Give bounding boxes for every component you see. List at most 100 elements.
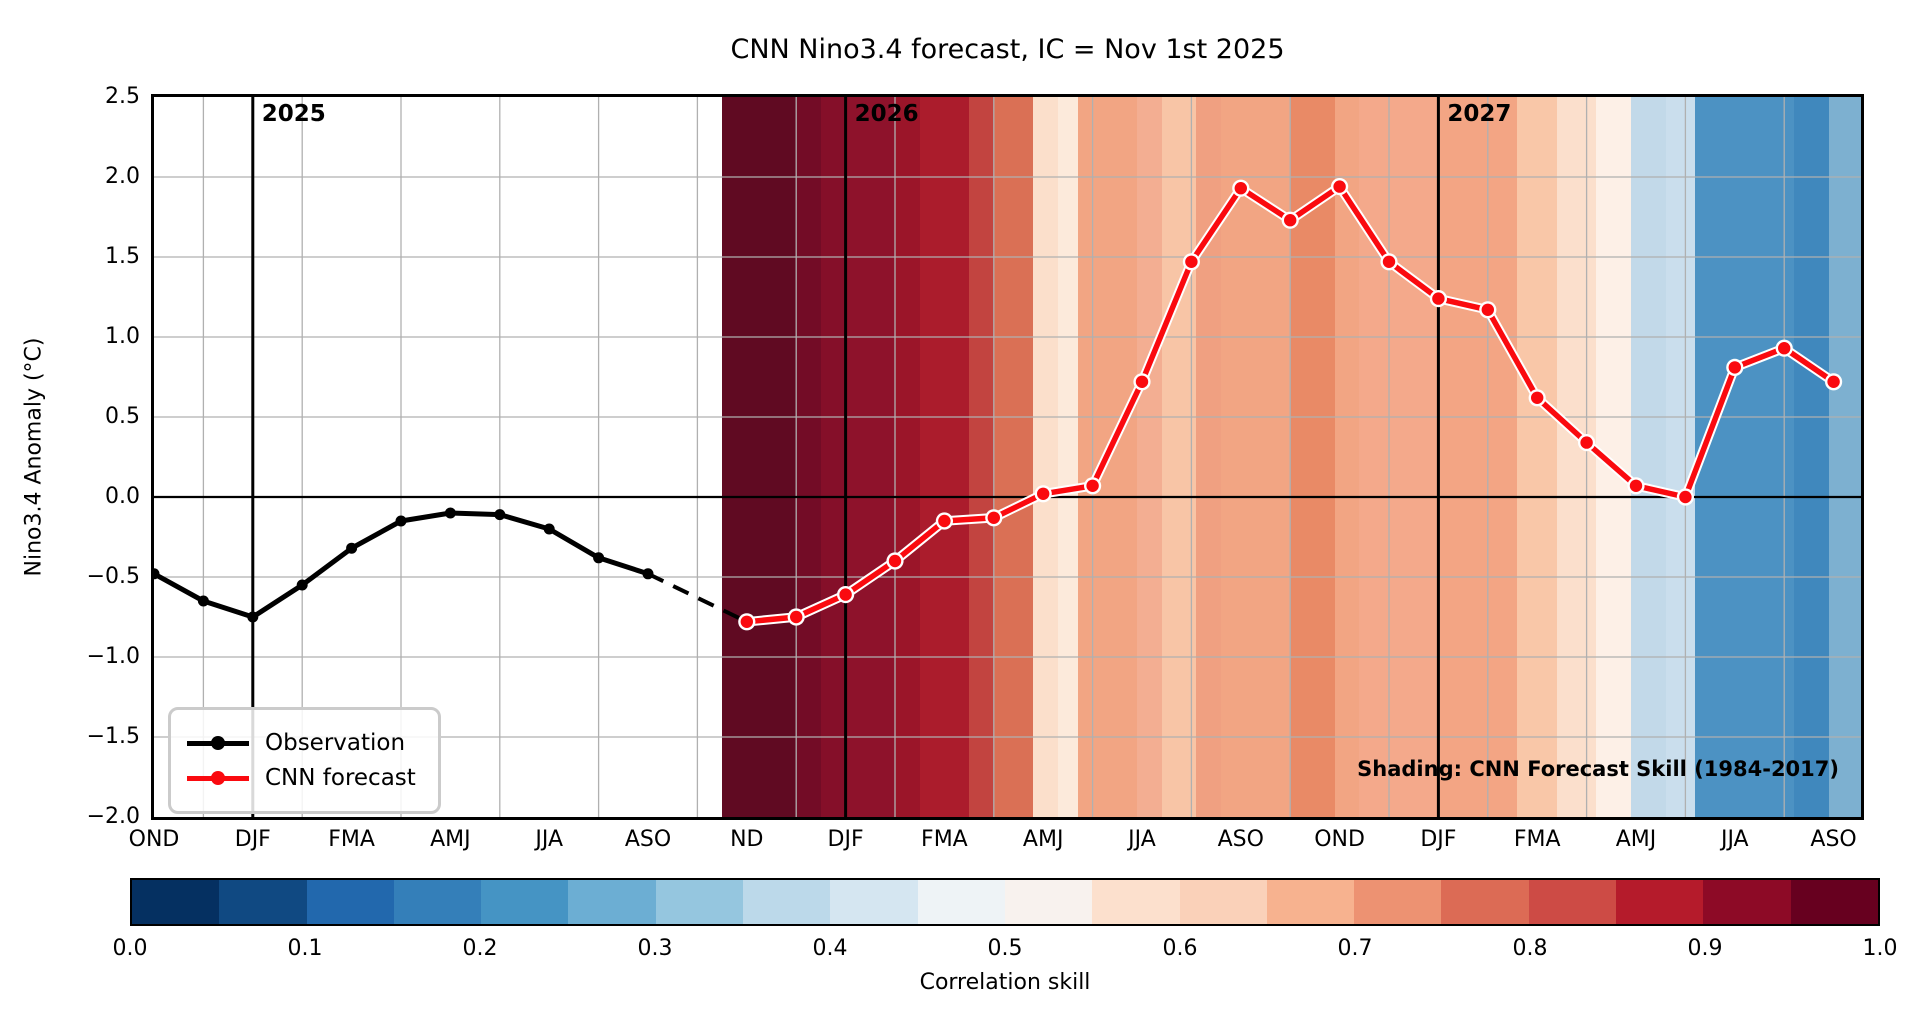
cnn-forecast-point xyxy=(987,511,1000,524)
cnn-forecast-point xyxy=(1531,391,1544,404)
year-label-2025: 2025 xyxy=(261,101,326,127)
colorbar-tick-label: 0.8 xyxy=(1512,936,1548,961)
skill-band xyxy=(1058,97,1078,817)
cnn-forecast-point xyxy=(1234,182,1248,195)
cnn-forecast-point xyxy=(1333,180,1346,193)
colorbar-segment xyxy=(1441,880,1529,924)
skill-band xyxy=(1665,97,1696,817)
x-tick-label: ASO xyxy=(1810,827,1857,852)
skill-band xyxy=(1137,97,1162,817)
y-tick-label: 2.0 xyxy=(105,164,140,189)
colorbar-tick-label: 0.1 xyxy=(287,936,323,961)
skill-band xyxy=(1517,97,1557,817)
colorbar-segment xyxy=(1266,880,1355,924)
x-tick-label: AMJ xyxy=(1615,827,1657,852)
skill-band xyxy=(1794,97,1829,817)
skill-band xyxy=(1828,97,1861,817)
skill-band xyxy=(1631,97,1666,817)
x-tick-label: ND xyxy=(730,827,764,852)
skill-band xyxy=(820,97,846,817)
colorbar-segment xyxy=(1354,880,1442,924)
y-tick-label: 0.5 xyxy=(105,404,140,429)
plot-area: 2025 2026 2027 Shading: CNN Forecast Ski… xyxy=(154,97,1861,817)
skill-band xyxy=(845,97,895,817)
colorbar-tick-label: 0.6 xyxy=(1162,936,1198,961)
year-label-2027: 2027 xyxy=(1447,101,1512,127)
cnn-forecast-point xyxy=(1728,361,1742,374)
cnn-forecast-point xyxy=(1185,255,1198,268)
cnn-forecast-point xyxy=(1135,375,1149,388)
colorbar-tick-label: 0.3 xyxy=(637,936,673,961)
colorbar-segment xyxy=(743,880,831,924)
x-tick-label: DJF xyxy=(234,827,271,852)
skill-band xyxy=(969,97,994,817)
legend-item-observation: Observation xyxy=(187,729,416,757)
observation-point xyxy=(154,568,160,580)
x-tick-label: FMA xyxy=(328,827,375,852)
colorbar-segment xyxy=(1179,880,1267,924)
colorbar-tick-label: 0.9 xyxy=(1687,936,1723,961)
colorbar-segment xyxy=(306,880,394,924)
x-tick-label: JJA xyxy=(535,827,563,852)
legend-item-cnn-forecast: CNN forecast xyxy=(187,764,416,792)
cnn-forecast-point xyxy=(839,588,852,601)
colorbar-segment xyxy=(481,880,569,924)
cnn-forecast-point xyxy=(1580,436,1593,449)
colorbar-segment xyxy=(1004,880,1093,924)
chart-title: CNN Nino3.4 forecast, IC = Nov 1st 2025 xyxy=(730,34,1285,65)
colorbar-tick-label: 0.4 xyxy=(812,936,848,961)
observation-point xyxy=(494,509,506,521)
colorbar-tick-label: 0.7 xyxy=(1337,936,1373,961)
skill-band xyxy=(1161,97,1197,817)
y-tick-label: −1.0 xyxy=(86,644,140,669)
y-tick-label: −0.5 xyxy=(86,564,140,589)
legend-label-observation: Observation xyxy=(265,730,406,756)
colorbar-segment xyxy=(1528,880,1617,924)
cnn-forecast-point xyxy=(740,615,753,628)
x-tick-label: DJF xyxy=(827,827,864,852)
skill-band xyxy=(919,97,970,817)
skill-band xyxy=(1359,97,1439,817)
skill-band xyxy=(1695,97,1795,817)
observation-point xyxy=(247,611,259,623)
colorbar-segment xyxy=(917,880,1005,924)
cnn-forecast-point xyxy=(1432,292,1445,305)
x-tick-label: ASO xyxy=(1217,827,1264,852)
observation-point xyxy=(346,542,358,554)
cnn-forecast-point xyxy=(1037,487,1050,500)
skill-band xyxy=(895,97,920,817)
colorbar-segment xyxy=(1616,880,1704,924)
colorbar-segment xyxy=(568,880,656,924)
cnn-forecast-point xyxy=(790,610,803,624)
cnn-forecast-point xyxy=(1679,490,1692,504)
skill-band xyxy=(1033,97,1058,817)
colorbar-segment xyxy=(830,880,918,924)
observation-point xyxy=(395,515,407,527)
skill-band xyxy=(796,97,821,817)
colorbar xyxy=(130,878,1880,926)
observation-point xyxy=(642,568,654,580)
cnn-forecast-point xyxy=(938,514,951,528)
observation-point xyxy=(593,552,605,564)
skill-band xyxy=(993,97,1034,817)
colorbar-segment xyxy=(132,880,220,924)
x-tick-label: OND xyxy=(128,827,180,852)
observation-point xyxy=(543,523,555,535)
y-tick-label: 1.0 xyxy=(105,324,140,349)
y-tick-label: −1.5 xyxy=(86,724,140,749)
skill-band xyxy=(1438,97,1518,817)
y-tick-label: −2.0 xyxy=(86,804,140,829)
colorbar-tick-label: 0.0 xyxy=(112,936,148,961)
cnn-forecast-point xyxy=(1629,479,1643,492)
colorbar-tick-label: 0.5 xyxy=(987,936,1023,961)
cnn-forecast-point xyxy=(888,554,902,568)
y-tick-label: 1.5 xyxy=(105,244,140,269)
colorbar-label: Correlation skill xyxy=(919,970,1091,995)
skill-band xyxy=(1556,97,1597,817)
cnn-forecast-line-sample xyxy=(187,771,249,785)
cnn-forecast-point xyxy=(1778,342,1791,355)
x-tick-label: AMJ xyxy=(430,827,471,852)
x-tick-label: FMA xyxy=(921,827,968,852)
x-tick-label: FMA xyxy=(1513,827,1561,852)
